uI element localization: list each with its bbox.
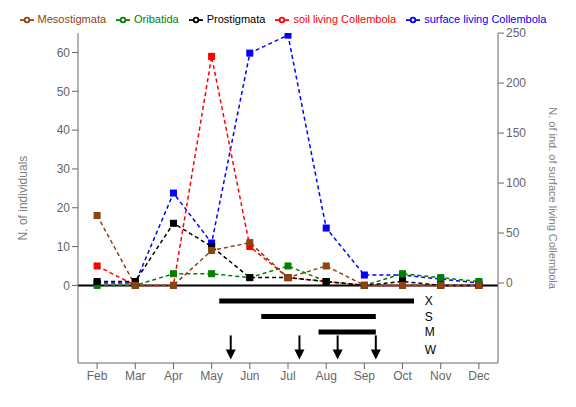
svg-text:250: 250 [506,26,526,40]
svg-text:10: 10 [57,240,71,254]
svg-text:Jul: Jul [280,369,295,383]
svg-text:May: May [200,369,223,383]
svg-text:N. of individuals: N. of individuals [16,156,30,241]
svg-text:Jun: Jun [240,369,259,383]
svg-text:20: 20 [57,201,71,215]
svg-text:W: W [425,343,437,357]
svg-text:Aug: Aug [316,369,337,383]
svg-text:200: 200 [506,76,526,90]
html-text:soil living Collembola: soil living Collembola [293,13,397,25]
svg-text:Apr: Apr [164,369,183,383]
svg-text:50: 50 [57,85,71,99]
svg-text:50: 50 [506,226,520,240]
html-text:Mesostigmata: Mesostigmata [37,13,107,25]
svg-text:0: 0 [506,276,513,290]
svg-text:Sep: Sep [354,369,376,383]
svg-text:Oct: Oct [393,369,412,383]
svg-text:Dec: Dec [468,369,489,383]
svg-text:Feb: Feb [87,369,108,383]
svg-text:100: 100 [506,176,526,190]
svg-text:30: 30 [57,162,71,176]
html-text:Oribatida: Oribatida [134,13,179,25]
svg-text:Nov: Nov [430,369,451,383]
svg-text:0: 0 [63,279,70,293]
svg-text:Mar: Mar [125,369,146,383]
svg-text:40: 40 [57,123,71,137]
svg-text:S: S [425,310,433,324]
svg-text:M: M [425,325,435,339]
html-text:surface living Collembola: surface living Collembola [424,13,547,25]
html-text:Prostigmata: Prostigmata [206,13,266,25]
svg-text:150: 150 [506,126,526,140]
svg-text:X: X [425,294,433,308]
svg-text:N. of ind. of surface living C: N. of ind. of surface living Collembola [547,107,559,289]
svg-text:60: 60 [57,46,71,60]
